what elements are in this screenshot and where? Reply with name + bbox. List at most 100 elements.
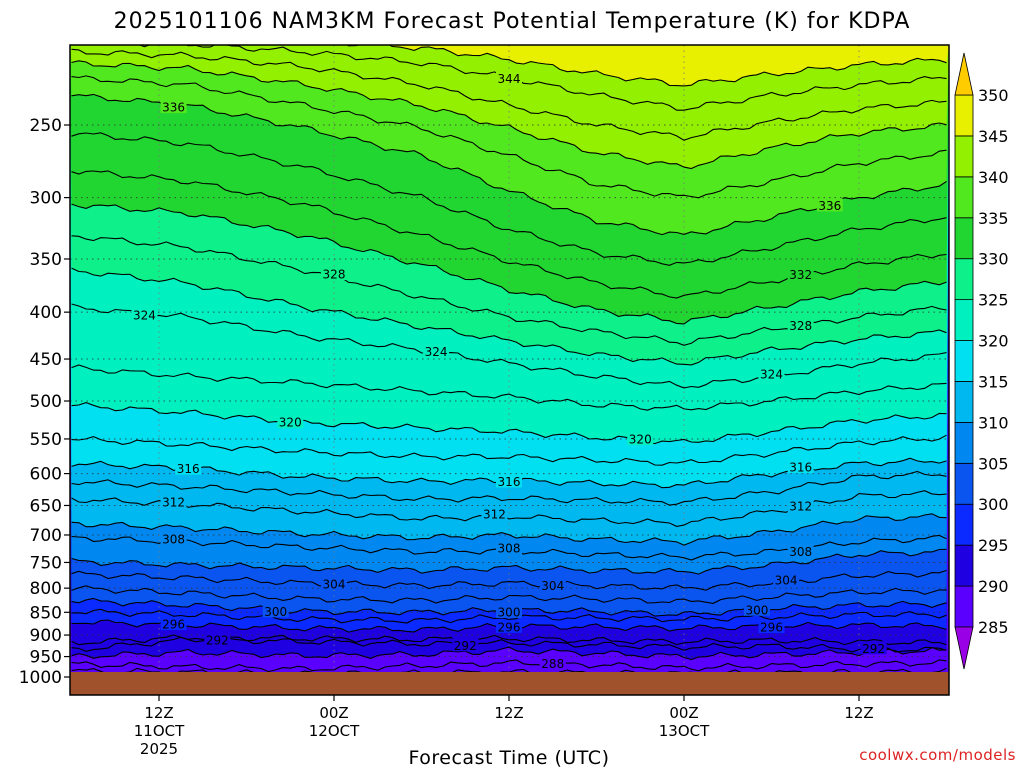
x-tick-year: 2025 (140, 740, 178, 758)
contour-label: 312 (483, 508, 506, 522)
contour-label: 324 (133, 308, 156, 322)
contour-label: 308 (498, 542, 521, 556)
colorbar-segment (954, 135, 974, 178)
contour-label-bg (321, 576, 347, 590)
contour-label-bg (860, 641, 887, 655)
contour-label-bg (627, 432, 654, 446)
colorbar-segment (954, 585, 974, 628)
contour-label-bg (496, 604, 522, 618)
colorbar-tick-label: 330 (978, 250, 1009, 269)
colorbar-tick-label: 320 (978, 332, 1009, 351)
credit-text: coolwx.com/models (859, 746, 1016, 764)
x-tick-label: 00Z (319, 704, 348, 722)
isentrope-line (71, 646, 947, 661)
colorbar-min-arrow (954, 626, 974, 670)
colorbar-tick-label: 285 (978, 618, 1009, 637)
isentrope-line (71, 75, 947, 199)
colorbar-tick-label: 300 (978, 495, 1009, 514)
colorbar-segment (954, 299, 974, 341)
contour-label: 296 (498, 620, 521, 634)
contour-label: 300 (264, 605, 287, 619)
contour-label: 300 (498, 605, 521, 619)
y-tick-label: 650 (30, 496, 62, 516)
contour-label-bg (787, 544, 814, 558)
contour-label-bg (539, 578, 566, 592)
contour-label-bg (539, 656, 566, 670)
contour-label: 316 (789, 461, 812, 475)
y-tick-label: 900 (30, 626, 62, 646)
contour-label: 296 (760, 621, 783, 635)
y-tick-label: 550 (30, 430, 62, 450)
colorbar-tick-label: 340 (978, 168, 1009, 187)
contour-label: 320 (279, 416, 302, 430)
contour-label-bg (758, 367, 785, 381)
contour-label: 308 (789, 545, 812, 559)
contour-label: 312 (789, 499, 812, 513)
contour-label-bg (160, 100, 187, 114)
y-tick-label: 750 (30, 553, 62, 573)
contour-label-bg (787, 318, 814, 332)
y-tick-label: 500 (30, 392, 62, 412)
colorbar-segment (954, 462, 974, 505)
contour-label: 292 (454, 639, 477, 653)
colorbar-tick-label: 290 (978, 577, 1009, 596)
isentrope-line (71, 659, 947, 673)
contour-label: 308 (162, 532, 185, 546)
contour-label: 292 (206, 634, 229, 648)
contour-label: 344 (498, 72, 521, 86)
y-tick-label: 800 (30, 579, 62, 599)
contour-label: 316 (177, 462, 200, 476)
isentrope-line (71, 608, 947, 624)
y-tick-label: 600 (30, 465, 62, 485)
x-tick-label: 12Z (844, 704, 873, 722)
isentrope-line (71, 513, 947, 546)
contour-label: 320 (629, 433, 652, 447)
y-tick-label: 1000 (19, 668, 62, 688)
x-tick-label: 12Z (494, 704, 523, 722)
contour-label: 324 (425, 345, 448, 359)
colorbar-segment (954, 340, 974, 382)
contour-label-bg (160, 494, 187, 508)
contour-label-bg (773, 572, 800, 586)
contour-label: 292 (862, 642, 885, 656)
x-axis-label: Forecast Time (UTC) (409, 747, 610, 768)
colorbar: 285 290 295 300 305 310 315 320 325 330 335 340 345 3… (954, 52, 1009, 670)
contour-label-bg (321, 266, 347, 280)
y-tick-label: 700 (30, 526, 62, 546)
isentrope-line (71, 548, 947, 575)
contour-label-bg (175, 461, 202, 475)
x-tick-date: 13OCT (659, 722, 710, 740)
contour-label-bg (787, 460, 814, 474)
y-tick-label: 950 (30, 648, 62, 668)
colorbar-max-arrow (954, 52, 974, 96)
colorbar-tick-label: 350 (978, 86, 1009, 105)
contour-label: 336 (162, 101, 185, 115)
isentrope-line (71, 402, 947, 445)
isentrope-line (71, 132, 947, 266)
x-tick-label: 12Z (144, 704, 173, 722)
contour-label: 300 (745, 603, 768, 617)
contour-label: 332 (789, 268, 812, 282)
colorbar-tick-label: 315 (978, 372, 1009, 391)
colorbar-segment (954, 217, 974, 260)
isentrope-line (71, 203, 947, 325)
contour-label-bg (496, 474, 522, 488)
contour-label-bg (496, 541, 522, 555)
colorbar-segment (954, 258, 974, 301)
contour-label-bg (277, 415, 304, 429)
isentrope-line (71, 434, 947, 466)
colorbar-tick-label: 335 (978, 209, 1009, 228)
isentrope-line (71, 364, 947, 411)
colorbar-tick-label: 295 (978, 536, 1009, 555)
y-tick-label: 400 (30, 303, 62, 323)
contour-label: 304 (541, 579, 564, 593)
contour-label: 328 (323, 267, 346, 281)
contour-label: 316 (498, 475, 521, 489)
contour-label-bg (496, 71, 522, 85)
y-axis-ticks: 250 300 350 400 450 500 550 600 650 700 750 800 850 9… (19, 116, 70, 688)
isentrope-line (71, 569, 947, 591)
colorbar-segment (954, 503, 974, 546)
colorbar-tick-label: 310 (978, 413, 1009, 432)
